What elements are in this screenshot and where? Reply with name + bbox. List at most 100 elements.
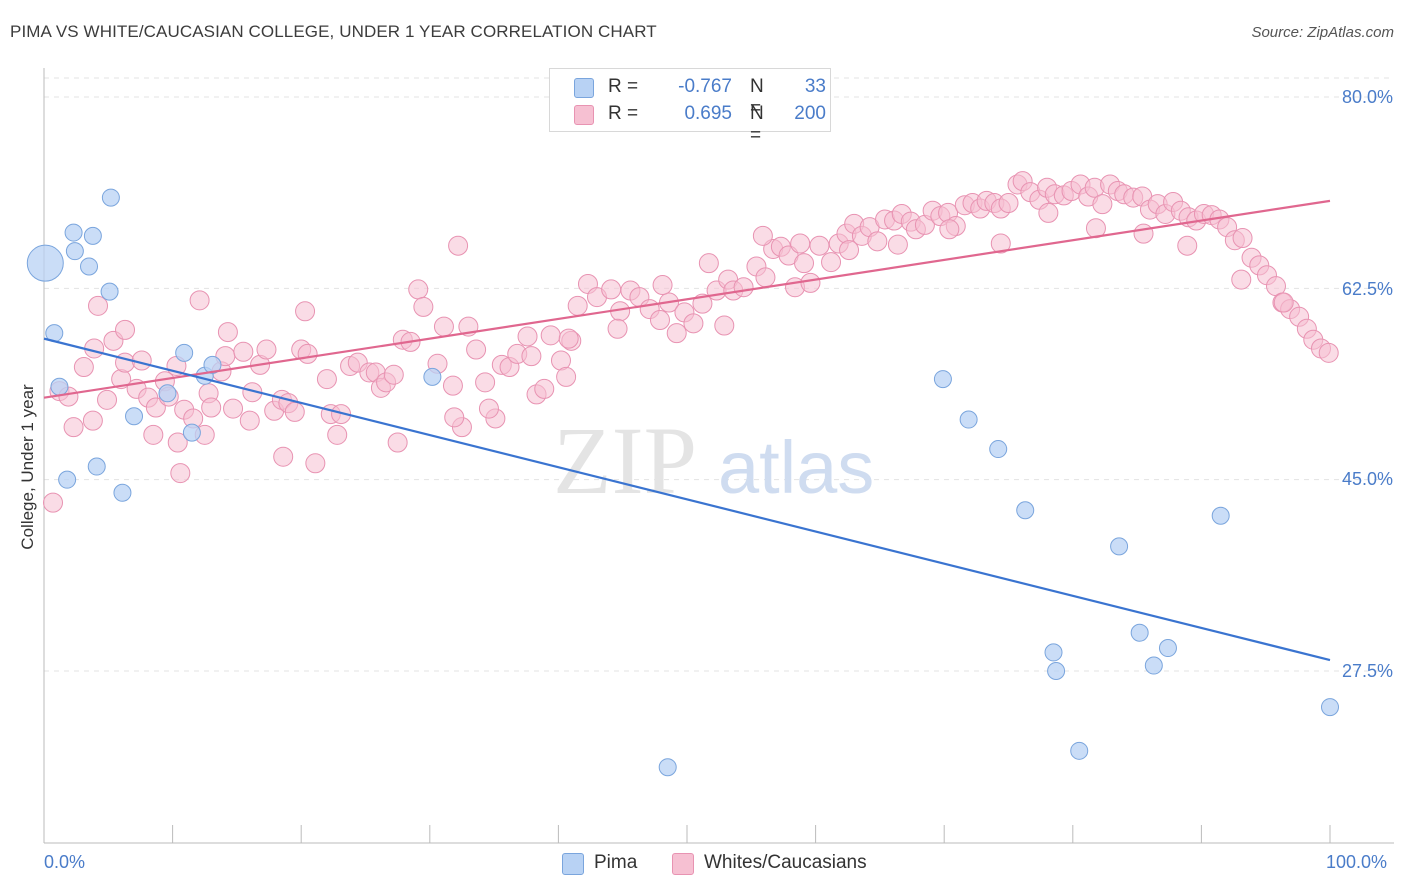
y-tick-62-5: 62.5% [1341,279,1393,299]
white-point [540,325,561,346]
white-point [867,231,888,252]
pima-point [50,377,69,396]
x-tick-0: 0.0% [44,852,86,872]
pima-point [83,226,102,245]
bottom-legend-white-label: Whites/Caucasians [704,852,867,873]
white-swatch [672,853,694,875]
white-point [752,225,773,246]
pima-point [1070,741,1089,760]
pima-point [58,470,77,489]
watermark-atlas: atlas [718,426,874,509]
pima-point [658,758,677,777]
white-point [1318,342,1339,363]
pima-point [100,282,119,301]
white-point [189,290,210,311]
white-point [305,453,326,474]
white-point [442,375,463,396]
white-point [683,313,704,334]
white-point [331,404,352,425]
pima-point [1016,501,1035,520]
y-tick-27-5: 27.5% [1341,661,1393,681]
white-point [466,339,487,360]
pima-point [64,223,83,242]
white-trend-line [43,199,1331,399]
pima-point [87,457,106,476]
grid-layer [44,77,1394,672]
pima-point [933,370,952,389]
pima-point [1130,623,1149,642]
white-point [1231,269,1252,290]
white-point [990,233,1011,254]
white-point [558,328,579,349]
white-point [698,253,719,274]
white-point [839,240,860,261]
legend-r-label: R = [608,76,639,97]
white-point [1092,194,1113,215]
pima-point [1321,698,1339,717]
white-point [733,277,754,298]
pima-swatch [574,78,594,98]
white-point [387,432,408,453]
pima-point [1110,537,1129,556]
pima-point [80,257,99,276]
pima-point [423,367,442,386]
white-point [316,369,337,390]
legend-n-label: N = [750,76,764,119]
white-point [517,326,538,347]
white-point [73,357,94,378]
x-tick-100: 100.0% [1326,852,1388,872]
white-point [143,424,164,445]
white-point [97,389,118,410]
pima-point [1158,639,1177,658]
white-point [167,432,188,453]
y-axis-label: College, Under 1 year [18,384,37,550]
white-point [170,463,191,484]
white-point [115,352,136,373]
white-point [43,492,64,513]
white-point [652,275,673,296]
pima-point [1144,656,1163,675]
white-point [567,295,588,316]
white-point [478,398,499,419]
white-point [794,253,815,274]
watermark: ZIP atlas [553,407,874,514]
pima-point [175,343,194,362]
white-point [233,341,254,362]
legend-n-value: 33 [804,76,826,97]
white-point [755,267,776,288]
pima-point [158,384,177,403]
chart-title: PIMA VS WHITE/CAUCASIAN COLLEGE, UNDER 1… [10,22,657,41]
pima-point [203,355,222,374]
white-point [297,343,318,364]
white-point [939,219,960,240]
white-point [521,346,542,367]
white-point [821,252,842,273]
white-point [601,279,622,300]
watermark-zip: ZIP [553,407,697,514]
legend-n-value: 200 [794,103,826,124]
white-point [413,296,434,317]
pima-point [182,423,201,442]
white-point [714,315,735,336]
axis-layer [43,68,1394,844]
pima-trend-line [43,337,1331,662]
white-point [223,398,244,419]
white-point [1273,292,1294,313]
trend-lines [43,199,1331,662]
white-point [534,378,555,399]
white-point [239,410,260,431]
white-point [82,410,103,431]
white-point [800,272,821,293]
legend-n-label: N = [750,103,764,146]
white-point [115,319,136,340]
white-point [649,310,670,331]
white-point [692,293,713,314]
white-point [295,301,316,322]
pima-point [65,242,84,261]
white-point [998,193,1019,214]
y-tick-45: 45.0% [1341,469,1393,489]
white-point [607,318,628,339]
white-point [327,424,348,445]
white-point [1133,223,1154,244]
